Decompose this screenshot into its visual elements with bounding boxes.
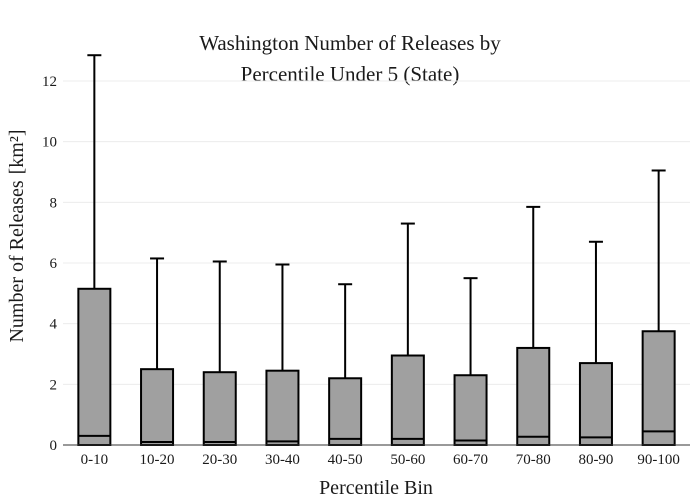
iqr-box [202, 371, 237, 447]
x-axis-label: Percentile Bin [319, 477, 433, 499]
iqr-box [77, 287, 112, 446]
x-axis-ticks: 0-10 10-20 20-30 30-40 40-50 50-60 60-70 70-80 8… [81, 452, 680, 468]
iqr-box [453, 374, 488, 447]
box-70-80 [516, 205, 551, 446]
box-20-30 [202, 260, 237, 447]
x-tick-label: 20-30 [202, 452, 237, 468]
box-10-20 [140, 257, 175, 446]
x-tick-label: 90-100 [637, 452, 680, 468]
box-0-10 [77, 54, 112, 446]
y-tick-label: 0 [50, 438, 58, 454]
y-tick-label: 12 [42, 74, 57, 90]
x-tick-label: 10-20 [140, 452, 175, 468]
iqr-box [578, 362, 613, 447]
box-80-90 [578, 240, 613, 447]
box-40-50 [328, 283, 363, 446]
x-tick-label: 70-80 [516, 452, 551, 468]
x-tick-label: 80-90 [578, 452, 613, 468]
y-tick-label: 4 [50, 317, 58, 333]
box-90-100 [641, 169, 676, 446]
x-tick-label: 0-10 [81, 452, 109, 468]
iqr-box [390, 354, 425, 446]
iqr-box [641, 330, 676, 446]
y-axis-ticks: 0 2 4 6 8 10 12 [42, 74, 58, 454]
chart-title-line-1: Washington Number of Releases by [199, 31, 501, 55]
iqr-box [265, 369, 300, 446]
y-axis-label: Number of Releases [6, 180, 28, 342]
box-50-60 [390, 222, 425, 446]
y-tick-label: 8 [50, 195, 58, 211]
y-axis-label-group: Number of Releases [km²] [6, 129, 28, 342]
x-tick-label: 50-60 [390, 452, 425, 468]
x-tick-label: 30-40 [265, 452, 300, 468]
y-tick-label: 6 [50, 256, 58, 272]
iqr-box [516, 346, 551, 446]
chart-title-line-2: Percentile Under 5 (State) [241, 62, 460, 86]
y-axis-unit: [km²] [6, 129, 28, 174]
x-tick-label: 40-50 [328, 452, 363, 468]
boxes [77, 54, 676, 447]
box-60-70 [453, 277, 488, 447]
box-30-40 [265, 263, 300, 446]
iqr-box [328, 377, 363, 446]
iqr-box [140, 368, 175, 446]
svg-text:Number of Releases[km²]: Number of Releases [km²] [6, 129, 28, 342]
y-tick-label: 10 [42, 135, 57, 151]
y-tick-label: 2 [50, 377, 58, 393]
x-tick-label: 60-70 [453, 452, 488, 468]
